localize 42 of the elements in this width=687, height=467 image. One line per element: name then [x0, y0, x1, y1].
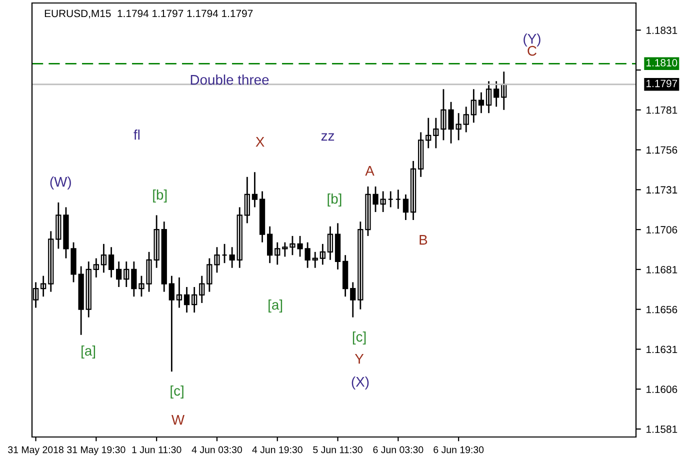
x-tick-label: 6 Jun 19:30 — [434, 446, 484, 454]
annotation: W — [171, 415, 184, 425]
annotation: (Y) — [524, 34, 540, 46]
ref-line-label: 1.1797 — [646, 80, 678, 88]
y-tick-label: 1.1756 — [646, 146, 678, 154]
annotation: [b] — [153, 190, 167, 202]
annotation: zz — [321, 133, 334, 141]
x-tick-label: 1 Jun 11:30 — [132, 446, 182, 454]
y-tick-label: 1.1831 — [646, 26, 678, 34]
x-tick-label: 5 Jun 11:30 — [313, 446, 362, 454]
x-tick-label: 4 Jun 19:30 — [252, 446, 302, 454]
annotation: (X) — [352, 376, 369, 390]
annotation: (W) — [50, 176, 71, 190]
annotation: C — [528, 46, 536, 56]
annotation: Y — [354, 354, 364, 364]
annotation: [b] — [328, 194, 342, 206]
y-tick-label: 1.1731 — [646, 186, 678, 194]
y-tick-label: 1.1631 — [646, 346, 678, 354]
annotation: [c] — [352, 332, 366, 344]
candlestick — [388, 190, 394, 208]
candlestick — [222, 243, 228, 264]
y-tick-label: 1.1656 — [646, 306, 678, 314]
x-tick-label: 4 Jun 03:30 — [192, 446, 242, 454]
annotation: [c] — [170, 386, 184, 398]
x-tick-label: 31 May 19:30 — [67, 446, 126, 456]
y-tick-label: 1.1706 — [646, 226, 678, 234]
annotation: A — [365, 166, 374, 176]
annotation: B — [420, 235, 428, 245]
text: EURUSD,M15 1.1794 1.1797 1.1794 1.1797 — [44, 10, 253, 18]
annotation: Double three — [190, 74, 269, 85]
x-tick-label: 31 May 2018 — [8, 446, 64, 456]
annotation: fl — [134, 130, 140, 140]
y-tick-label: 1.1781 — [646, 106, 678, 114]
annotation: [a] — [82, 346, 96, 358]
annotation: [a] — [268, 300, 282, 312]
ref-line-label: 1.1810 — [646, 59, 678, 66]
candlestick — [395, 188, 401, 210]
y-tick-label: 1.1606 — [646, 386, 678, 394]
y-tick-label: 1.1581 — [646, 426, 678, 433]
x-tick-label: 6 Jun 03:30 — [373, 446, 424, 454]
y-tick-label: 1.1681 — [646, 266, 678, 274]
annotation: X — [256, 137, 264, 147]
